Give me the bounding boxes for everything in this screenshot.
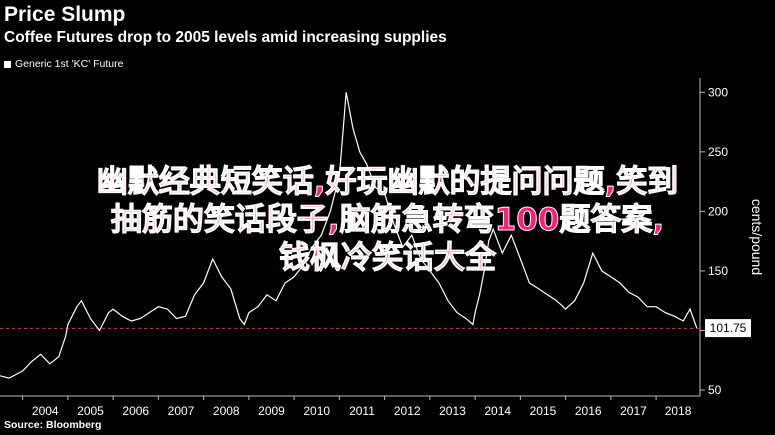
overlay-line-2: 抽筋的笑话段子,脑筋急转弯100题答案, xyxy=(110,202,665,239)
overlay-line-1: 幽默经典短笑话,好玩幽默的提问问题,笑到 xyxy=(96,164,679,201)
x-tick-label: 2012 xyxy=(394,404,421,418)
chart-subtitle: Coffee Futures drop to 2005 levels amid … xyxy=(4,29,447,46)
y-tick-label: 200 xyxy=(708,204,728,218)
x-tick-label: 2005 xyxy=(77,404,104,418)
x-tick-label: 2011 xyxy=(349,404,375,418)
x-tick-label: 2007 xyxy=(168,404,195,418)
y-tick-label: 250 xyxy=(708,145,728,159)
y-tick-label: 300 xyxy=(708,85,728,99)
x-tick-label: 2015 xyxy=(530,404,557,418)
x-tick-label: 2013 xyxy=(439,404,466,418)
source-note: Source: Bloomberg xyxy=(4,419,102,431)
x-tick-label: 2006 xyxy=(122,404,149,418)
x-tick-label: 2014 xyxy=(484,404,511,418)
series-line xyxy=(0,92,698,379)
x-tick-label: 2016 xyxy=(575,404,602,418)
y-tick-label: 150 xyxy=(708,264,728,278)
x-tick-label: 2018 xyxy=(665,404,692,418)
y-tick-label: 50 xyxy=(708,383,722,397)
overlay-line-3: 钱枫冷笑话大全 xyxy=(279,240,497,277)
last-value-label: 101.75 xyxy=(710,321,747,335)
chart-title: Price Slump xyxy=(4,3,126,26)
legend-swatch xyxy=(4,60,11,68)
x-tick-label: 2008 xyxy=(213,404,240,418)
y-axis-label: cents/pound xyxy=(749,199,765,275)
legend: Generic 1st 'KC' Future xyxy=(4,58,123,70)
x-tick-label: 2009 xyxy=(258,404,285,418)
legend-label: Generic 1st 'KC' Future xyxy=(15,58,124,70)
x-tick-label: 2017 xyxy=(620,404,647,418)
watermark-text-overlay: 幽默经典短笑话,好玩幽默的提问问题,笑到 抽筋的笑话段子,脑筋急转弯100题答案… xyxy=(0,163,775,277)
last-value-badge xyxy=(705,319,751,338)
x-tick-label: 2004 xyxy=(32,404,59,418)
x-tick-label: 2010 xyxy=(303,404,330,418)
